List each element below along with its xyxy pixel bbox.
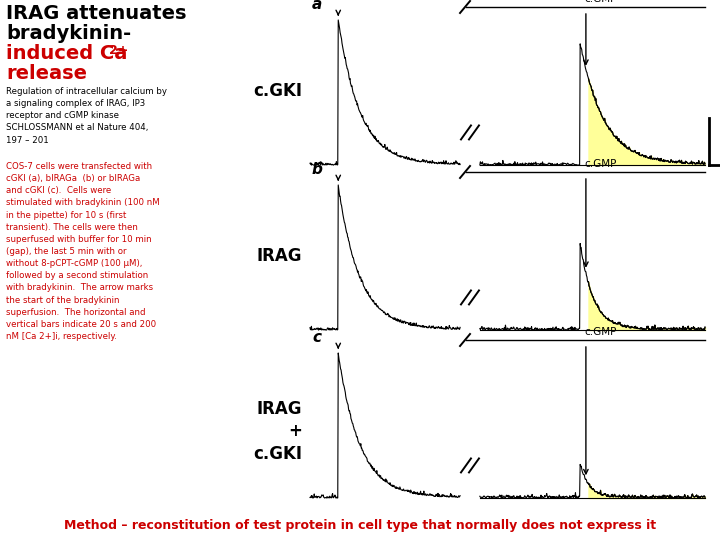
Text: IRAG: IRAG [256, 247, 302, 265]
Text: c.GMP: c.GMP [585, 159, 617, 169]
Text: c.GKI: c.GKI [253, 444, 302, 463]
Text: +: + [288, 422, 302, 441]
Text: b: b [312, 162, 323, 177]
Text: IRAG: IRAG [256, 400, 302, 418]
Text: IRAG attenuates: IRAG attenuates [6, 4, 186, 23]
Text: Method – reconstitution of test protein in cell type that normally does not expr: Method – reconstitution of test protein … [64, 519, 656, 532]
Text: release: release [6, 64, 87, 83]
Text: a: a [312, 0, 323, 12]
Text: c.GKI: c.GKI [253, 82, 302, 100]
Text: 2+: 2+ [109, 44, 128, 57]
Text: induced Ca: induced Ca [6, 44, 127, 63]
Text: c: c [312, 330, 321, 345]
Text: c.GMP: c.GMP [585, 327, 617, 337]
Text: COS-7 cells were transfected with
cGKI (a), bIRAGa  (b) or bIRAGa
and cGKI (c). : COS-7 cells were transfected with cGKI (… [6, 162, 160, 341]
Text: bradykinin-: bradykinin- [6, 24, 131, 43]
Text: Regulation of intracellular calcium by
a signaling complex of IRAG, IP3
receptor: Regulation of intracellular calcium by a… [6, 87, 167, 145]
Text: c.GMP: c.GMP [585, 0, 617, 4]
